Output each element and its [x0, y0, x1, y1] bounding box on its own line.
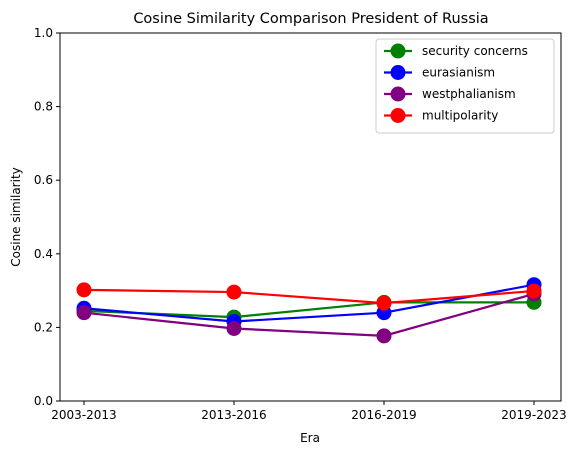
legend-marker [390, 65, 406, 80]
data-point [376, 328, 392, 344]
data-point [76, 282, 92, 298]
y-axis: 0.0 0.2 0.4 0.6 0.8 1.0 [34, 26, 60, 408]
y-tick-label: 0.2 [34, 320, 53, 334]
data-point [376, 295, 392, 311]
data-point [76, 305, 92, 321]
legend: security concerns eurasianism westphaliani… [375, 38, 555, 134]
y-tick-label: 1.0 [34, 26, 53, 40]
x-axis-label: Era [300, 431, 320, 445]
data-point [226, 321, 242, 337]
y-tick-label: 0.8 [34, 100, 53, 114]
legend-marker [390, 86, 406, 102]
y-tick-label: 0.4 [34, 247, 53, 261]
legend-marker [390, 108, 406, 123]
chart-title: Cosine Similarity Comparison President o… [133, 11, 488, 27]
y-axis-label: Cosine similarity [9, 167, 23, 266]
axes-frame [59, 32, 562, 402]
legend-label: multipolarity [422, 109, 498, 123]
series-line [83, 292, 535, 337]
x-tick-label: 2016-2019 [351, 408, 416, 422]
legend-label: security concerns [422, 44, 528, 58]
x-tick-label: 2019-2023 [501, 408, 566, 422]
plot-area [76, 277, 542, 344]
x-tick-label: 2003-2013 [51, 408, 116, 422]
x-axis: 2003-2013 2013-2016 2016-2019 2019-2023 [51, 401, 567, 422]
legend-box [375, 38, 555, 134]
data-point [226, 284, 242, 300]
data-point [526, 283, 542, 299]
series-line [83, 288, 535, 305]
x-tick-label: 2013-2016 [201, 408, 266, 422]
legend-marker [390, 43, 406, 59]
y-tick-label: 0.0 [34, 394, 53, 408]
legend-label: eurasianism [422, 66, 495, 80]
series-multipolarity [76, 282, 542, 311]
legend-label: westphalianism [422, 87, 516, 101]
series-line [83, 283, 535, 323]
y-tick-label: 0.6 [34, 173, 53, 187]
